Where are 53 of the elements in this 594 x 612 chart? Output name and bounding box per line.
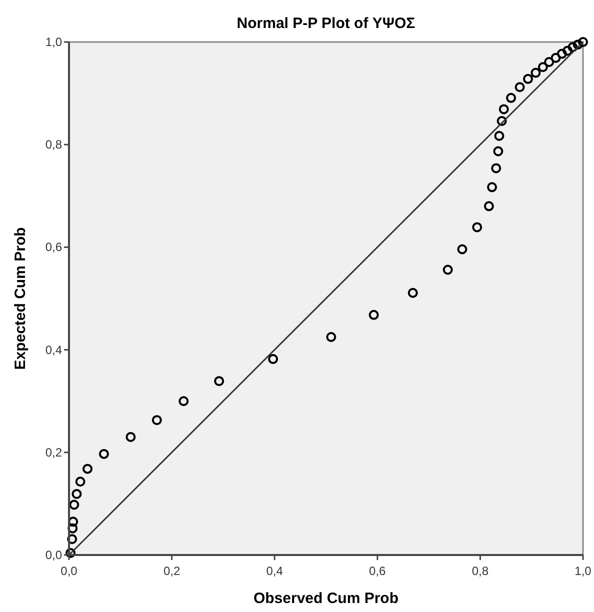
- point: [487, 182, 498, 192]
- point: [67, 534, 78, 544]
- point: [268, 354, 278, 364]
- point: [457, 244, 468, 254]
- point: [66, 548, 76, 558]
- y-tick-label: 0,6: [45, 240, 62, 254]
- point: [572, 40, 583, 50]
- y-tick-label: 0,0: [45, 548, 62, 562]
- point: [214, 376, 224, 386]
- point: [544, 57, 554, 68]
- y-tick-label: 0,4: [45, 342, 62, 357]
- point: [484, 201, 494, 212]
- point: [562, 46, 573, 56]
- point: [69, 500, 80, 510]
- point: [442, 264, 453, 275]
- point: [530, 68, 541, 78]
- point: [514, 82, 525, 92]
- point: [75, 476, 86, 487]
- point: [368, 310, 379, 320]
- chart-title: Normal P-P Plot of ΥΨΟΣ: [236, 15, 416, 32]
- x-tick-label: 1,0: [574, 564, 592, 578]
- y-tick-label: 1,0: [45, 35, 62, 49]
- point: [326, 332, 336, 342]
- point: [538, 62, 548, 72]
- x-axis-title: Observed Cum Prob: [253, 590, 399, 607]
- point: [408, 288, 418, 298]
- x-tick-label: 0,0: [60, 564, 78, 578]
- point: [72, 488, 82, 499]
- point: [523, 74, 533, 84]
- x-tick-label: 0,2: [163, 564, 180, 578]
- point: [126, 432, 136, 442]
- point: [491, 163, 502, 174]
- point: [98, 448, 109, 459]
- y-axis-title: Expected Cum Prob: [12, 227, 29, 370]
- point: [494, 130, 504, 141]
- point: [178, 396, 189, 406]
- point: [556, 48, 567, 59]
- point: [550, 52, 561, 63]
- x-tick-label: 0,8: [472, 564, 489, 578]
- point: [506, 92, 516, 103]
- point: [68, 523, 78, 534]
- point: [496, 116, 507, 126]
- point: [498, 104, 509, 114]
- point: [152, 415, 162, 426]
- x-tick-label: 0,4: [266, 564, 284, 578]
- y-tick-label: 0,2: [45, 445, 62, 460]
- point: [472, 222, 482, 232]
- point: [493, 146, 504, 156]
- x-tick-label: 0,6: [369, 564, 386, 578]
- y-tick-label: 0,8: [45, 138, 62, 152]
- point: [568, 42, 578, 52]
- point: [82, 464, 93, 474]
- point: [578, 37, 588, 47]
